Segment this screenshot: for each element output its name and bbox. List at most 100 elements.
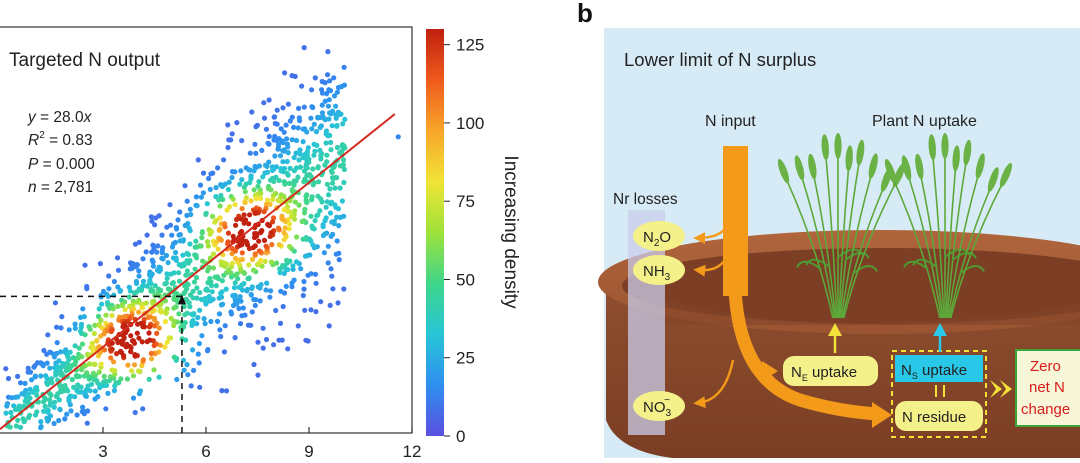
scatter-point xyxy=(225,230,232,236)
scatter-point xyxy=(196,360,202,366)
scatter-point xyxy=(342,116,348,122)
scatter-point xyxy=(217,226,223,232)
scatter-point xyxy=(295,125,301,131)
scatter-point xyxy=(69,376,75,383)
scatter-point xyxy=(337,185,343,191)
scatter-point xyxy=(256,238,262,244)
scatter-point xyxy=(264,280,270,286)
scatter-point xyxy=(329,175,336,181)
scatter-point xyxy=(289,137,295,143)
scatter-point xyxy=(334,123,340,129)
scatter-point xyxy=(44,375,50,381)
scatter-point xyxy=(251,187,257,193)
scatter-point xyxy=(270,196,276,203)
scatter-point xyxy=(218,302,224,308)
scatter-point xyxy=(72,343,78,349)
scatter-point xyxy=(58,325,64,331)
scatter-point xyxy=(276,242,282,248)
scatter-point xyxy=(317,125,323,131)
scatter-point xyxy=(260,345,266,351)
scatter-point xyxy=(294,234,300,240)
ne-uptake-node: NE uptake xyxy=(783,323,878,386)
scatter-point xyxy=(249,256,256,262)
scatter-point xyxy=(56,358,62,364)
scatter-point xyxy=(224,207,230,213)
scatter-point xyxy=(334,144,340,151)
scatter-point xyxy=(108,355,114,361)
scatter-point xyxy=(157,308,163,314)
scatter-point xyxy=(254,122,260,128)
scatter-point xyxy=(329,123,335,129)
scatter-point xyxy=(285,172,291,178)
scatter-point xyxy=(239,313,245,319)
wheat-stem xyxy=(945,168,957,319)
scatter-point xyxy=(125,362,131,368)
scatter-point xyxy=(329,273,335,279)
scatter-point xyxy=(277,198,283,204)
scatter-point xyxy=(79,409,85,415)
zero-change-node: Zero net N change xyxy=(1015,349,1080,427)
scatter-point xyxy=(184,268,190,274)
scatter-point xyxy=(216,311,223,317)
scatter-point xyxy=(283,122,289,128)
scatter-point xyxy=(280,303,286,310)
scatter-point xyxy=(131,290,137,296)
scatter-point xyxy=(325,103,331,109)
scatter-point xyxy=(133,264,139,270)
scatter-point xyxy=(241,280,247,287)
scatter-point xyxy=(265,197,271,203)
nh3-bubble xyxy=(633,255,685,285)
scatter-point xyxy=(249,309,255,315)
ne-uptake-arrowhead xyxy=(828,323,842,336)
scatter-point xyxy=(136,309,142,315)
scatter-point xyxy=(290,263,296,269)
wheat-stem xyxy=(932,157,945,319)
scatter-point xyxy=(146,330,152,336)
x-tick-label: 12 xyxy=(403,442,422,458)
scatter-point xyxy=(181,367,187,373)
scatter-point xyxy=(140,278,147,284)
scatter-point xyxy=(328,147,334,153)
scatter-point xyxy=(329,199,335,205)
n-input-stem xyxy=(723,146,748,296)
outcome-chevron xyxy=(990,380,1012,398)
wheat-ear xyxy=(987,167,999,192)
scatter-point xyxy=(275,225,282,231)
scatter-point xyxy=(282,225,288,231)
scatter-point xyxy=(200,190,206,196)
scatter-point xyxy=(187,228,193,234)
scatter-point xyxy=(18,380,24,386)
scatter-point xyxy=(337,163,343,169)
scatter-point xyxy=(239,256,245,262)
scatter-point xyxy=(296,157,302,163)
reference-lines xyxy=(0,294,186,433)
scatter-point xyxy=(241,220,247,226)
scatter-point xyxy=(114,351,120,357)
scatter-point xyxy=(164,271,170,277)
scatter-point xyxy=(284,136,290,142)
scatter-point xyxy=(299,83,305,89)
scatter-point xyxy=(287,180,293,186)
scatter-point xyxy=(292,73,298,79)
scatter-point xyxy=(122,307,128,313)
scatter-point xyxy=(331,75,337,81)
scatter-point xyxy=(223,286,229,292)
scatter-point xyxy=(64,411,70,417)
scatter-point xyxy=(225,239,231,245)
scatter-point xyxy=(185,272,191,278)
scatter-point xyxy=(101,331,107,337)
scatter-point xyxy=(76,345,82,351)
scatter-point xyxy=(210,265,217,271)
scatter-point xyxy=(96,369,102,375)
scatter-point xyxy=(54,340,60,346)
n-flows xyxy=(693,146,892,428)
scatter-point xyxy=(3,410,9,416)
scatter-point xyxy=(315,165,321,171)
scatter-point xyxy=(271,178,277,184)
scatter-point xyxy=(103,312,109,318)
scatter-point xyxy=(197,307,203,313)
scatter-point xyxy=(57,406,63,412)
scatter-point xyxy=(309,223,315,229)
x-tick-label: 9 xyxy=(304,442,313,458)
